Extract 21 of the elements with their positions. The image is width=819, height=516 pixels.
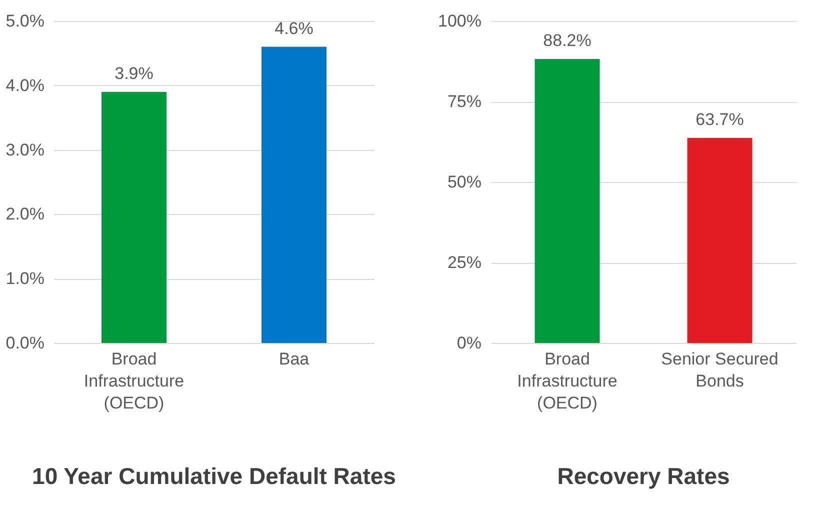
y-tick-label: 0.0% <box>6 334 44 352</box>
y-tick-label: 2.0% <box>6 204 44 224</box>
y-tick-label: 3.0% <box>6 140 44 160</box>
y-tick-label: 5.0% <box>6 12 44 30</box>
y-tick-label: 75% <box>447 92 482 111</box>
x-tick-label: Baa <box>278 350 310 368</box>
text: 10 Year Cumulative Default Rates <box>32 463 396 489</box>
data-label: 4.6% <box>274 18 314 38</box>
x-tick-label: Broad Infrastructure (OECD) <box>84 350 184 412</box>
y-tick-label: 50% <box>447 172 482 192</box>
data-label: 63.7% <box>696 110 744 129</box>
x-tick-label: Senior Secured Bonds <box>661 350 778 390</box>
data-label: 3.9% <box>114 64 154 83</box>
y-tick-label: 4.0% <box>6 76 44 95</box>
text: Recovery Rates <box>557 463 730 489</box>
x-tick-label: Broad Infrastructure (OECD) <box>517 350 618 412</box>
y-tick-label: 0% <box>456 334 482 352</box>
data-label: 88.2% <box>543 30 592 50</box>
y-tick-label: 25% <box>447 253 482 272</box>
y-tick-label: 100% <box>438 12 482 30</box>
y-tick-label: 1.0% <box>6 269 44 288</box>
